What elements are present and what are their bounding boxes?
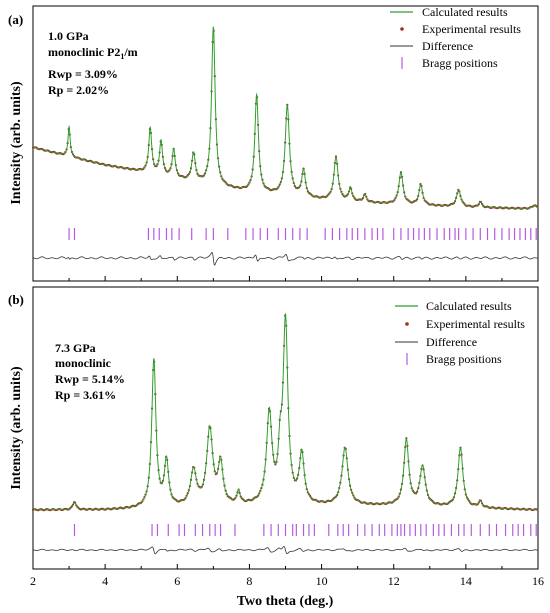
x-tick-label: 4 (102, 574, 108, 588)
panel-a-phase-subscript: 1 (120, 52, 124, 61)
panel-a-pressure: 1.0 GPa (48, 29, 89, 43)
x-tick-label: 6 (174, 574, 180, 588)
panel-b-phase: monoclinic (55, 356, 112, 370)
panel-a-phase-main: monoclinic P2 (48, 45, 120, 59)
panel-a-label: (a) (8, 12, 23, 27)
panel-b: (b) 7.3 GPa monoclinic Rwp = 5.14% Rp = … (8, 286, 539, 570)
legend-b-calc-label: Calculated results (426, 299, 512, 313)
panel-a-ylabel: Intensity (arb. units) (9, 81, 24, 205)
legend-b-diff-label: Difference (426, 335, 477, 349)
panel-b-rwp: Rwp = 5.14% (55, 372, 125, 386)
panel-a-calculated-line (32, 26, 539, 209)
panel-b-rp: Rp = 3.61% (55, 388, 116, 402)
panel-a-phase-suffix: /m (123, 45, 137, 59)
x-tick-label: 10 (316, 574, 328, 588)
panel-a: (a) 1.0 GPa monoclinic P21/m Rwp = 3.09%… (8, 5, 539, 282)
legend-a-diff-label: Difference (422, 39, 473, 53)
panel-b-difference-line (32, 546, 539, 555)
panel-a-rp: Rp = 2.02% (48, 83, 109, 97)
panel-a-rwp: Rwp = 3.09% (48, 67, 118, 81)
panel-b-pressure: 7.3 GPa (55, 341, 96, 355)
panel-b-label: (b) (8, 292, 24, 307)
legend-a-exp-symbol (400, 27, 404, 31)
legend-b-exp-label: Experimental results (426, 317, 525, 331)
legend-b-exp-symbol (405, 322, 409, 326)
x-axis-label: Two theta (deg.) (237, 594, 334, 609)
x-axis: 2 4 6 8 10 12 14 16 (30, 276, 544, 588)
panel-b-legend: Calculated results Experimental results … (395, 299, 525, 366)
panel-a-bragg-ticks (68, 228, 537, 240)
panel-a-phase: monoclinic P21/m (48, 45, 138, 61)
panel-b-ylabel: Intensity (arb. units) (9, 366, 24, 490)
panel-a-difference-line (32, 251, 539, 266)
legend-a-exp-label: Experimental results (422, 22, 521, 36)
x-tick-label: 16 (532, 574, 544, 588)
x-tick-label: 14 (460, 574, 472, 588)
legend-b-bragg-label: Bragg positions (426, 352, 502, 366)
x-tick-label: 2 (30, 574, 36, 588)
panel-a-legend: Calculated results Experimental results … (390, 5, 521, 70)
legend-a-calc-label: Calculated results (422, 5, 508, 19)
x-tick-label: 8 (246, 574, 252, 588)
legend-a-bragg-label: Bragg positions (422, 56, 498, 70)
x-tick-label: 12 (388, 574, 400, 588)
panel-b-bragg-ticks (73, 524, 537, 536)
panel-b-calculated-line (33, 312, 538, 511)
